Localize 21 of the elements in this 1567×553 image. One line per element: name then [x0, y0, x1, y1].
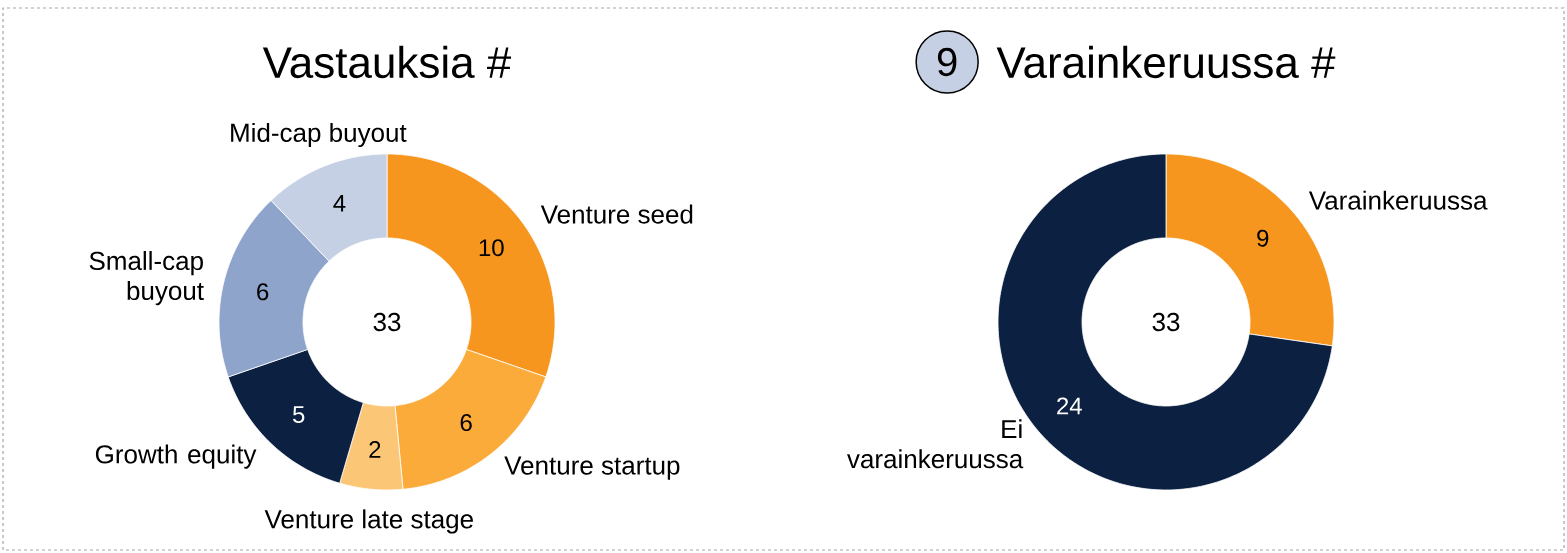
data-label: 4 — [333, 194, 346, 212]
slice-label: Venture late stage — [264, 509, 473, 534]
data-label: 2 — [369, 441, 381, 458]
slice-label: Varainkeruussa — [1308, 190, 1488, 210]
data-label: 10 — [479, 239, 504, 257]
text: 9 — [937, 47, 957, 77]
slice-label: Growth equity — [95, 444, 257, 469]
data-label: 6 — [257, 283, 269, 301]
slice-label: Venture seed — [540, 204, 693, 224]
slice-label: Small-cap buyout — [89, 251, 204, 306]
chart-title: Vastauksia # — [262, 45, 512, 79]
text: 33 — [1152, 312, 1180, 332]
slice-label: Venture startup — [504, 456, 680, 480]
chart-title: Varainkeruussa # — [996, 45, 1336, 79]
slice-label: Mid-cap buyout — [231, 122, 407, 148]
data-label: 9 — [1257, 229, 1269, 247]
data-label: 6 — [460, 414, 472, 432]
data-label: 24 — [1057, 397, 1082, 415]
data-label: 5 — [292, 406, 305, 423]
text: 33 — [373, 312, 401, 332]
slice-label: Ei varainkeruussa — [847, 419, 1024, 469]
